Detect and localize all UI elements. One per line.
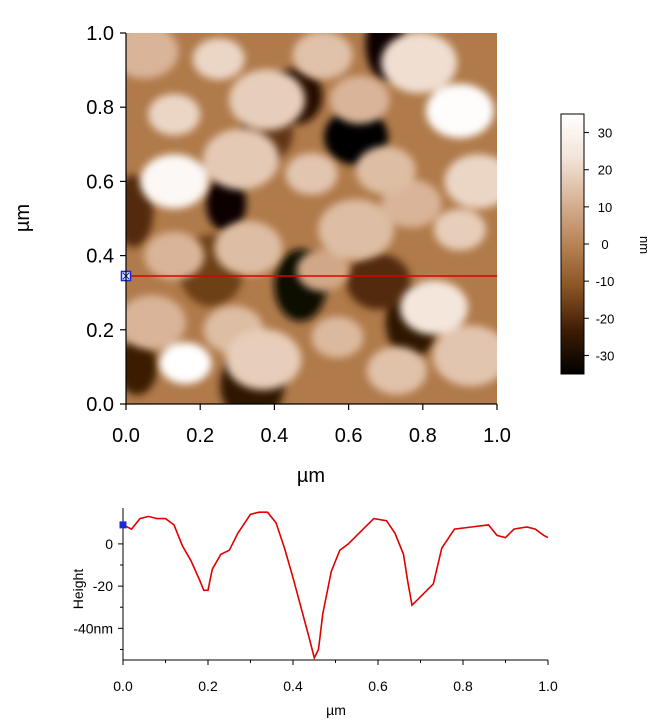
afm-x-tick-label-2: 0.4 [260, 425, 288, 447]
height-profile-line [122, 511, 549, 661]
colorbar-tick-label-2: 10 [598, 200, 612, 215]
afm-grain-11 [318, 199, 395, 261]
afm-grain-16 [285, 153, 338, 195]
afm-y-tick-label-3: 0.6 [86, 171, 114, 193]
afm-grain-0 [159, 342, 212, 384]
afm-grain-layer [126, 33, 497, 395]
afm-grain-20 [148, 93, 201, 136]
profile-y-axis-label: Height [70, 569, 86, 610]
profile-x-axis: 0.0 0.2 0.4 0.6 0.8 1.0 [113, 659, 558, 694]
afm-x-tick-label-4: 0.8 [409, 425, 437, 447]
colorbar-unit-label: nm [637, 236, 652, 254]
afm-grain-19 [228, 69, 305, 131]
afm-x-tick-label-1: 0.2 [186, 425, 214, 447]
afm-grain-9 [144, 231, 205, 280]
profile-x-tick-label-1: 0.2 [198, 678, 218, 694]
afm-grain-26 [126, 33, 179, 79]
afm-grain-8 [296, 249, 349, 292]
afm-grain-6 [399, 280, 468, 335]
profile-start-marker[interactable] [119, 521, 127, 529]
colorbar-tick-label-6: -30 [596, 348, 615, 363]
afm-y-axis: 0.0 0.2 0.4 0.6 0.8 1.0 [86, 23, 127, 416]
afm-x-axis-label: µm [297, 465, 325, 487]
colorbar-ticks: 30 20 10 0 -10 -20 -30 [584, 126, 615, 363]
afm-grain-18 [444, 154, 497, 209]
afm-x-axis: 0.0 0.2 0.4 0.6 0.8 1.0 [112, 403, 511, 447]
profile-x-tick-label-3: 0.6 [368, 678, 388, 694]
profile-marker-box[interactable] [119, 521, 127, 529]
profile-x-tick-label-5: 1.0 [538, 678, 558, 694]
afm-grain-12 [433, 208, 486, 251]
afm-grain-3 [225, 329, 302, 390]
afm-y-tick-label-1: 0.2 [86, 320, 114, 342]
afm-grain-4 [311, 316, 364, 359]
colorbar-tick-label-5: -20 [596, 311, 615, 326]
afm-grain-2 [126, 295, 186, 350]
afm-grain-7 [433, 325, 497, 387]
afm-pit-8 [346, 253, 411, 310]
afm-y-axis-label: µm [12, 204, 34, 232]
colorbar-gradient [560, 113, 585, 375]
afm-x-tick-label-5: 1.0 [483, 425, 511, 447]
afm-y-tick-label-0: 0.0 [86, 394, 114, 416]
colorbar-tick-label-3: 0 [601, 237, 608, 252]
profile-x-tick-label-4: 0.8 [453, 678, 473, 694]
profile-chart: 0 -20 -40nm 0.0 0.2 0.4 0.6 0.8 1.0 µm Height [70, 508, 558, 718]
profile-y-tick-label-2: -40nm [73, 620, 113, 636]
afm-y-tick-label-5: 1.0 [86, 23, 114, 45]
afm-image-content [126, 33, 497, 404]
afm-x-tick-label-0: 0.0 [112, 425, 140, 447]
profile-x-axis-label: µm [326, 702, 346, 718]
colorbar: 30 20 10 0 -10 -20 -30 nm [560, 113, 652, 375]
profile-y-axis: 0 -20 -40nm [73, 508, 124, 660]
afm-image-panel: 0.0 0.2 0.4 0.6 0.8 1.0 0.0 0.2 0.4 0.6 0.8 1.0 µm… [12, 23, 511, 487]
afm-grain-15 [203, 128, 280, 190]
profile-x-tick-label-0: 0.0 [113, 678, 133, 694]
colorbar-tick-label-0: 30 [598, 126, 612, 141]
afm-grain-22 [425, 83, 494, 139]
profile-y-tick-label-0: 0 [105, 536, 113, 552]
afm-grain-5 [366, 346, 427, 395]
afm-y-tick-label-4: 0.8 [86, 97, 114, 119]
profile-y-tick-label-1: -20 [93, 578, 113, 594]
afm-pit-6 [126, 338, 158, 395]
afm-grain-25 [292, 33, 353, 80]
afm-grain-21 [329, 75, 390, 124]
afm-x-tick-label-3: 0.6 [335, 425, 363, 447]
afm-grain-24 [192, 38, 245, 80]
colorbar-tick-label-1: 20 [598, 163, 612, 178]
afm-grain-17 [355, 146, 416, 195]
afm-y-tick-label-2: 0.4 [86, 246, 114, 268]
profile-x-tick-label-2: 0.4 [283, 678, 303, 694]
afm-pit-0 [206, 175, 247, 232]
afm-grain-14 [140, 154, 209, 209]
colorbar-tick-label-4: -10 [596, 274, 615, 289]
afm-grain-23 [381, 33, 458, 94]
afm-grain-10 [214, 220, 283, 276]
